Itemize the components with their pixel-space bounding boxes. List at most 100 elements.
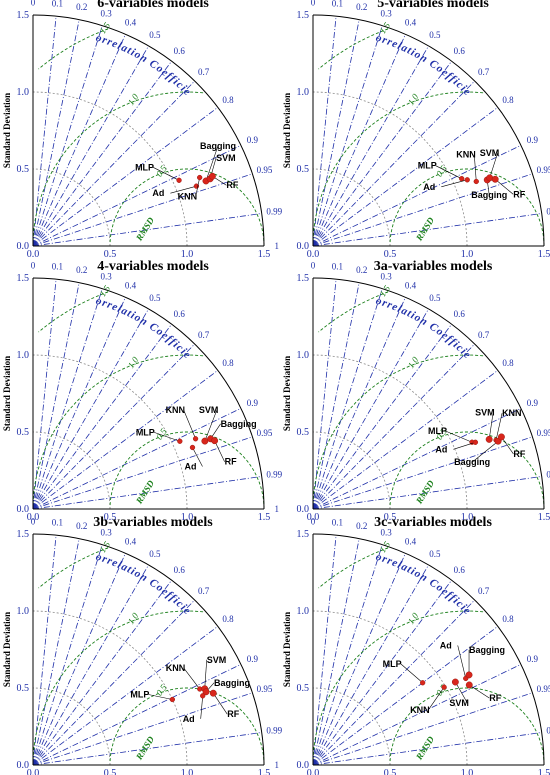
- sd-reference-arc: [32, 687, 111, 766]
- panel-title: 6-variables models: [97, 0, 209, 11]
- correlation-ray: [32, 25, 103, 247]
- taylor-panel: 5-variables models0.00.00.50.51.01.01.51…: [0, 0, 550, 260]
- correlation-tick-label: 0: [311, 0, 316, 7]
- correlation-tick-label: 0.4: [125, 537, 137, 547]
- sd-reference-arc: [312, 610, 468, 766]
- correlation-tick-label: 0.8: [222, 614, 234, 624]
- correlation-ray: [312, 19, 360, 247]
- correlation-tick-label: 0.2: [356, 521, 367, 531]
- correlation-tick-label: 0.5: [429, 293, 441, 303]
- data-point: [211, 437, 219, 445]
- x-tick-label: 1.0: [181, 512, 194, 523]
- y-tick-label: 0.5: [17, 164, 30, 175]
- correlation-ray: [312, 343, 475, 510]
- x-tick-label: 1.5: [538, 768, 550, 775]
- sd-reference-arc: [312, 687, 391, 766]
- correlation-ray: [312, 288, 383, 510]
- rmsd-value-label: 0.5: [154, 682, 169, 697]
- x-tick-label: 0.5: [384, 512, 397, 523]
- data-point: [201, 437, 209, 445]
- data-point: [208, 172, 216, 180]
- x-tick-label: 1.0: [181, 768, 194, 775]
- sd-reference-arc: [32, 431, 111, 510]
- y-tick-label: 0.5: [297, 427, 310, 438]
- correlation-tick-label: 0.6: [174, 565, 186, 575]
- x-tick-label: 0.0: [27, 512, 40, 523]
- point-label: KNN: [410, 705, 430, 715]
- x-tick-label: 0.0: [307, 249, 320, 260]
- correlation-tick-label: 0.8: [502, 358, 514, 368]
- y-axis-label: Standard Deviation: [282, 612, 292, 687]
- panel-title: 5-variables models: [377, 0, 489, 11]
- point-leader-line: [214, 440, 225, 462]
- correlation-tick-label: 0.8: [502, 95, 514, 105]
- y-axis-label: Standard Deviation: [2, 93, 12, 168]
- y-axis-label: Standard Deviation: [2, 612, 12, 687]
- correlation-tick-label: 0.6: [454, 46, 466, 56]
- correlation-tick-label: 0.95: [537, 684, 550, 694]
- point-label: KNN: [166, 663, 186, 673]
- y-axis-label: Standard Deviation: [282, 356, 292, 431]
- correlation-ray: [32, 564, 149, 766]
- x-tick-label: 1.5: [538, 249, 550, 260]
- y-tick-label: 0.5: [17, 427, 30, 438]
- correlation-tick-label: 0.2: [356, 265, 367, 275]
- correlation-axis-label: Correlation Coefficient: [0, 0, 474, 99]
- y-tick-label: 1.0: [297, 87, 310, 98]
- y-tick-label: 0.0: [17, 241, 30, 252]
- point-leader-line: [204, 659, 208, 689]
- x-tick-label: 1.5: [258, 768, 271, 775]
- correlation-tick-label: 0: [311, 516, 316, 526]
- rmsd-arc: [318, 291, 389, 333]
- correlation-ray: [32, 107, 219, 247]
- point-leader-line: [153, 431, 180, 442]
- correlation-ray: [32, 732, 262, 766]
- correlation-ray: [312, 213, 542, 247]
- correlation-tick-label: 0.3: [100, 272, 112, 282]
- correlation-ray: [32, 343, 195, 510]
- point-label: MLP: [383, 659, 402, 669]
- correlation-tick-label: 0.4: [405, 537, 417, 547]
- correlation-tick-label: 0.1: [52, 518, 63, 528]
- point-label: SVM: [449, 698, 469, 708]
- point-leader-line: [204, 409, 218, 442]
- rmsd-value-label: 1.0: [126, 355, 141, 370]
- point-label: Bagging: [471, 190, 507, 200]
- correlation-tick-label: 0.7: [478, 67, 490, 77]
- point-label: RF: [513, 189, 525, 199]
- correlation-ray: [32, 538, 80, 766]
- x-tick-label: 0.5: [104, 768, 117, 775]
- outer-arc: [312, 533, 545, 766]
- correlation-tick-label: 0.7: [198, 586, 210, 596]
- x-tick-label: 0.0: [307, 512, 320, 523]
- correlation-tick-label: 0.5: [149, 30, 161, 40]
- rmsd-arc: [32, 354, 204, 504]
- rmsd-arc: [38, 291, 109, 333]
- correlation-ray: [312, 535, 337, 766]
- correlation-ray: [312, 25, 383, 247]
- point-label: Bagging: [469, 645, 505, 655]
- correlation-ray: [312, 45, 429, 247]
- correlation-ray: [32, 279, 57, 510]
- rmsd-arc: [109, 168, 265, 246]
- point-label: Ad: [152, 188, 164, 198]
- correlation-ray: [312, 107, 499, 247]
- point-leader-line: [170, 185, 197, 194]
- sd-reference-arc: [312, 431, 391, 510]
- rmsd-arc: [312, 354, 484, 504]
- point-label: RF: [489, 693, 501, 703]
- correlation-tick-label: 0.9: [247, 654, 259, 664]
- correlation-tick-label: 0.3: [380, 272, 392, 282]
- y-tick-label: 0.0: [297, 241, 310, 252]
- correlation-tick-label: 0.7: [198, 330, 210, 340]
- correlation-ray: [312, 297, 406, 510]
- y-tick-label: 1.5: [297, 273, 310, 284]
- data-point: [176, 177, 182, 183]
- outer-arc: [32, 14, 265, 247]
- correlation-tick-label: 0.4: [125, 281, 137, 291]
- correlation-ray: [312, 407, 522, 510]
- correlation-tick-label: 0.2: [76, 265, 87, 275]
- correlation-ray: [32, 407, 242, 510]
- x-tick-label: 1.0: [461, 768, 474, 775]
- correlation-ray: [32, 173, 253, 247]
